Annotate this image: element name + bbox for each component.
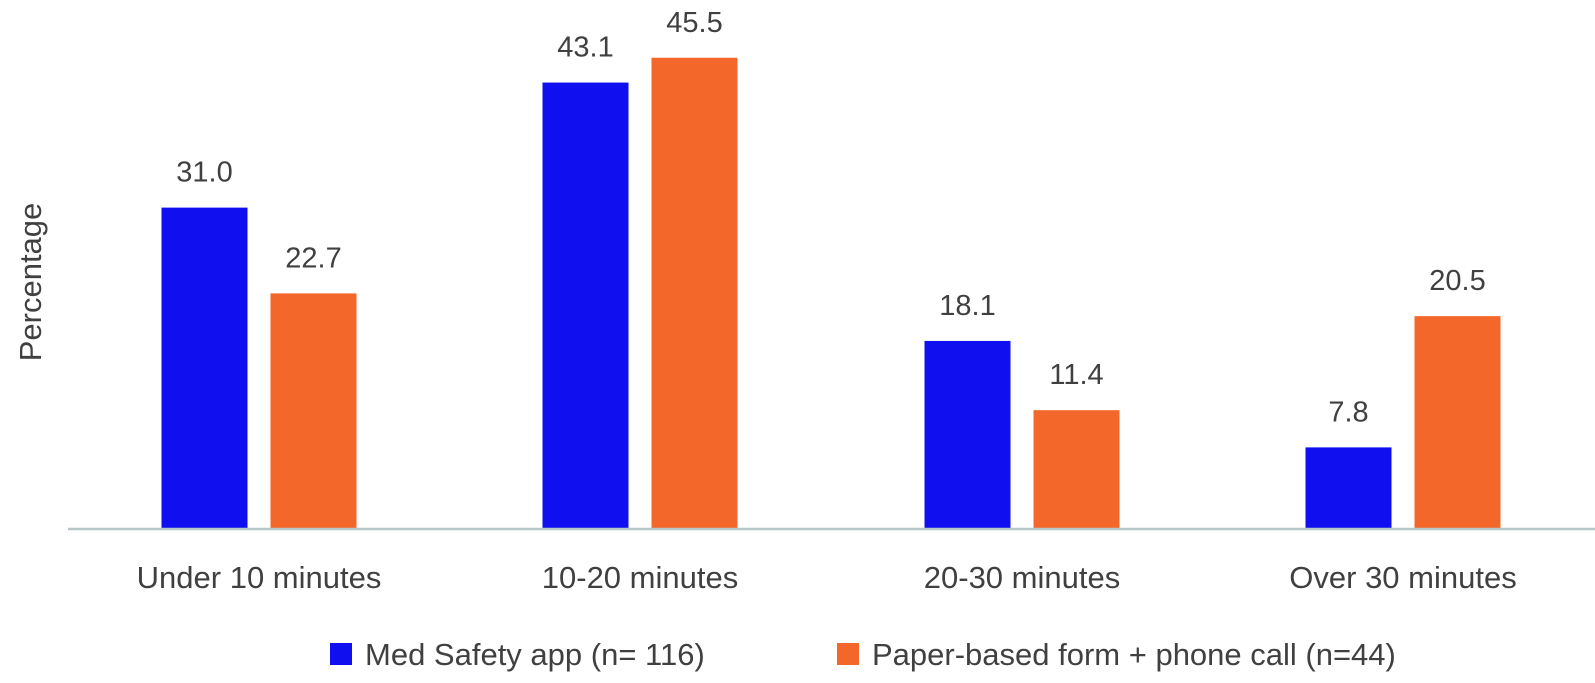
x-tick-labels-group: Under 10 minutes 10-20 minutes 20-30 minut… <box>137 560 1517 595</box>
legend-swatch-1 <box>330 643 352 665</box>
bar-paper-based-form-3 <box>1033 410 1120 528</box>
data-label-paper-based-form-3: 11.4 <box>1049 359 1103 391</box>
legend: Med Safety app (n= 116) Paper-based form … <box>330 637 1396 672</box>
y-axis-title: Percentage <box>13 203 48 362</box>
bar-med-safety-app-3 <box>924 340 1011 528</box>
bars-group <box>161 57 1501 529</box>
bar-paper-based-form-2 <box>651 57 738 528</box>
data-label-paper-based-form-1: 22.7 <box>285 242 341 274</box>
bar-paper-based-form-1 <box>270 293 357 528</box>
legend-label-1: Med Safety app (n= 116) <box>365 637 705 672</box>
value-labels-group: 31.0 22.7 43.1 45.5 18.1 11.4 7.8 20.5 <box>176 7 1485 429</box>
data-label-paper-based-form-4: 20.5 <box>1429 265 1485 297</box>
data-label-med-safety-app-2: 43.1 <box>557 32 613 64</box>
x-tick-label-4: Over 30 minutes <box>1289 560 1516 595</box>
x-tick-label-2: 10-20 minutes <box>542 560 738 595</box>
data-label-med-safety-app-1: 31.0 <box>176 157 232 189</box>
bar-paper-based-form-4 <box>1414 316 1501 528</box>
data-label-med-safety-app-3: 18.1 <box>939 290 995 322</box>
legend-label-2: Paper-based form + phone call (n=44) <box>872 637 1396 672</box>
x-tick-label-3: 20-30 minutes <box>924 560 1120 595</box>
data-label-paper-based-form-2: 45.5 <box>666 7 722 39</box>
legend-swatch-2 <box>837 643 859 665</box>
bar-med-safety-app-1 <box>161 207 248 529</box>
bar-med-safety-app-2 <box>542 82 629 529</box>
x-tick-label-1: Under 10 minutes <box>137 560 382 595</box>
bar-med-safety-app-4 <box>1305 447 1392 528</box>
data-label-med-safety-app-4: 7.8 <box>1328 396 1368 428</box>
